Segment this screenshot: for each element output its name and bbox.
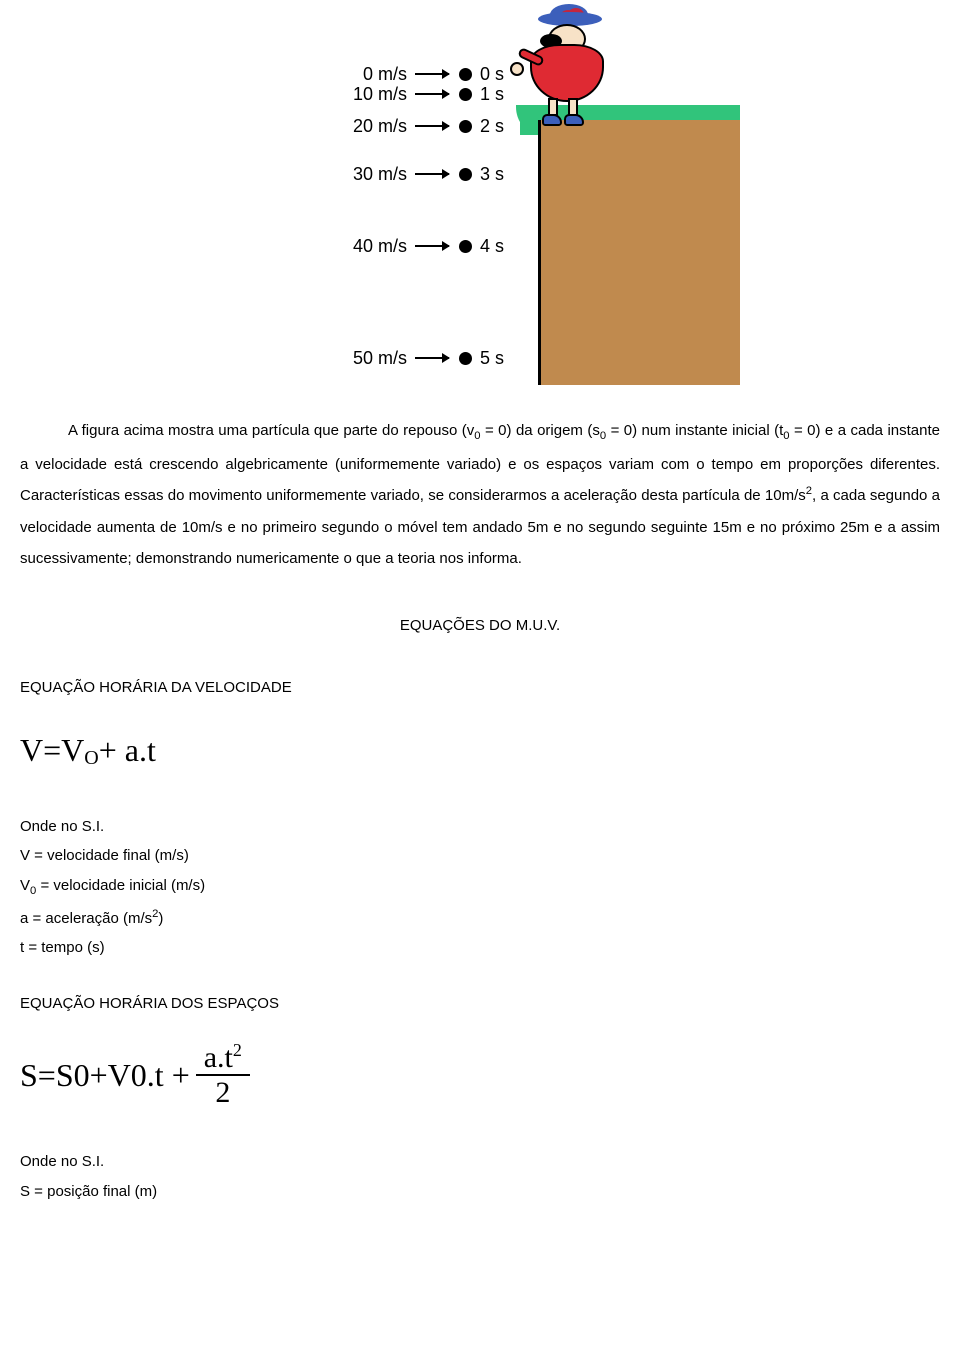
section-title-muv: EQUAÇÕES DO M.U.V. xyxy=(20,615,940,638)
speed-label: 20 m/s xyxy=(322,113,407,140)
speed-label: 10 m/s xyxy=(322,81,407,108)
cliff-dirt xyxy=(538,120,740,385)
position-equation-legend: Onde no S.I. S = posição final (m) xyxy=(20,1149,940,1204)
freefall-figure: 0 m/s0 s10 m/s1 s20 m/s2 s30 m/s3 s40 m/… xyxy=(20,10,940,385)
time-label: 3 s xyxy=(480,161,520,188)
freefall-row: 40 m/s 4 s xyxy=(220,234,520,258)
arrow-icon xyxy=(415,357,449,359)
ball-icon xyxy=(459,240,472,253)
time-label: 5 s xyxy=(480,345,520,372)
ball-icon xyxy=(459,68,472,81)
position-equation: S = S0 + V0.t + a.t2 2 xyxy=(20,1041,940,1109)
arrow-icon xyxy=(415,173,449,175)
time-label: 2 s xyxy=(480,113,520,140)
arrow-icon xyxy=(415,245,449,247)
velocity-equation-legend: Onde no S.I. V = velocidade final (m/s) … xyxy=(20,814,940,961)
time-label: 1 s xyxy=(480,81,520,108)
freefall-row: 30 m/s 3 s xyxy=(220,162,520,186)
speed-label: 30 m/s xyxy=(322,161,407,188)
arrow-icon xyxy=(415,73,449,75)
cartoon-character xyxy=(510,10,620,140)
heading-velocity-equation: EQUAÇÃO HORÁRIA DA VELOCIDADE xyxy=(20,677,940,700)
speed-label: 50 m/s xyxy=(322,345,407,372)
ball-icon xyxy=(459,352,472,365)
ball-icon xyxy=(459,168,472,181)
ball-icon xyxy=(459,88,472,101)
freefall-row: 20 m/s 2 s xyxy=(220,114,520,138)
speed-label: 40 m/s xyxy=(322,233,407,260)
ball-icon xyxy=(459,120,472,133)
description-paragraph: A figura acima mostra uma partícula que … xyxy=(20,415,940,575)
time-label: 4 s xyxy=(480,233,520,260)
heading-position-equation: EQUAÇÃO HORÁRIA DOS ESPAÇOS xyxy=(20,993,940,1016)
freefall-row: 10 m/s 1 s xyxy=(220,82,520,106)
arrow-icon xyxy=(415,93,449,95)
velocity-equation: V = VO + a.t xyxy=(20,726,940,774)
arrow-icon xyxy=(415,125,449,127)
freefall-row: 50 m/s 5 s xyxy=(220,346,520,370)
